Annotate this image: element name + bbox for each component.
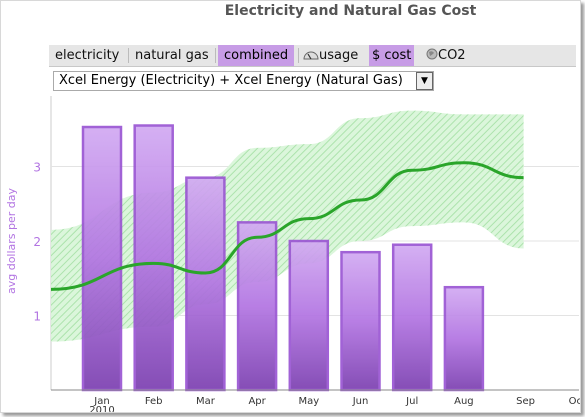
bar [81, 125, 123, 392]
x-tick-label: 2010 [89, 405, 114, 412]
gauge-icon [303, 51, 319, 60]
x-tick-label: Jul [405, 396, 418, 407]
x-tick-label: Apr [248, 396, 266, 407]
tab-usage[interactable]: usage [303, 45, 358, 66]
bar [391, 243, 433, 392]
y-tick-label: 1 [33, 310, 41, 324]
tab-bar: electricity natural gas combined usage $… [49, 45, 576, 67]
tab-co2-label: CO2 [438, 48, 466, 63]
tab-separator [215, 48, 216, 63]
bar [185, 176, 226, 392]
tab-separator [298, 48, 299, 63]
bar [236, 221, 278, 392]
trend-series [50, 161, 524, 291]
trend-line [50, 161, 524, 291]
globe-icon [426, 48, 438, 60]
tab-electricity[interactable]: electricity [55, 48, 120, 63]
tab-separator [128, 48, 129, 63]
tab-usage-label: usage [319, 48, 359, 63]
tab-cost[interactable]: $ cost [369, 45, 415, 66]
x-tick-label: Jan [93, 396, 109, 407]
provider-select[interactable]: Xcel Energy (Electricity) + Xcel Energy … [53, 71, 434, 91]
x-tick-label: May [298, 396, 319, 407]
bar [288, 239, 330, 392]
provider-select-value: Xcel Energy (Electricity) + Xcel Energy … [59, 73, 403, 88]
chevron-down-icon[interactable]: ▼ [416, 72, 433, 90]
bar [443, 285, 485, 392]
bar [133, 124, 174, 392]
y-axis-label: avg dollars per day [5, 187, 18, 294]
page-title: Electricity and Natural Gas Cost [224, 3, 477, 19]
tab-combined[interactable]: combined [218, 45, 295, 66]
tab-co2[interactable]: CO2 [426, 45, 466, 66]
x-tick-label: Sep [516, 396, 535, 407]
tab-natural-gas[interactable]: natural gas [135, 48, 209, 63]
x-tick-label: Oct [569, 396, 580, 407]
bar [340, 250, 381, 392]
x-tick-label: Feb [145, 396, 163, 407]
y-tick-label: 2 [33, 235, 41, 249]
x-tick-label: Mar [196, 396, 216, 407]
y-tick-label: 3 [33, 161, 41, 175]
x-tick-label: Aug [454, 396, 474, 407]
x-tick-label: Jun [352, 396, 369, 407]
